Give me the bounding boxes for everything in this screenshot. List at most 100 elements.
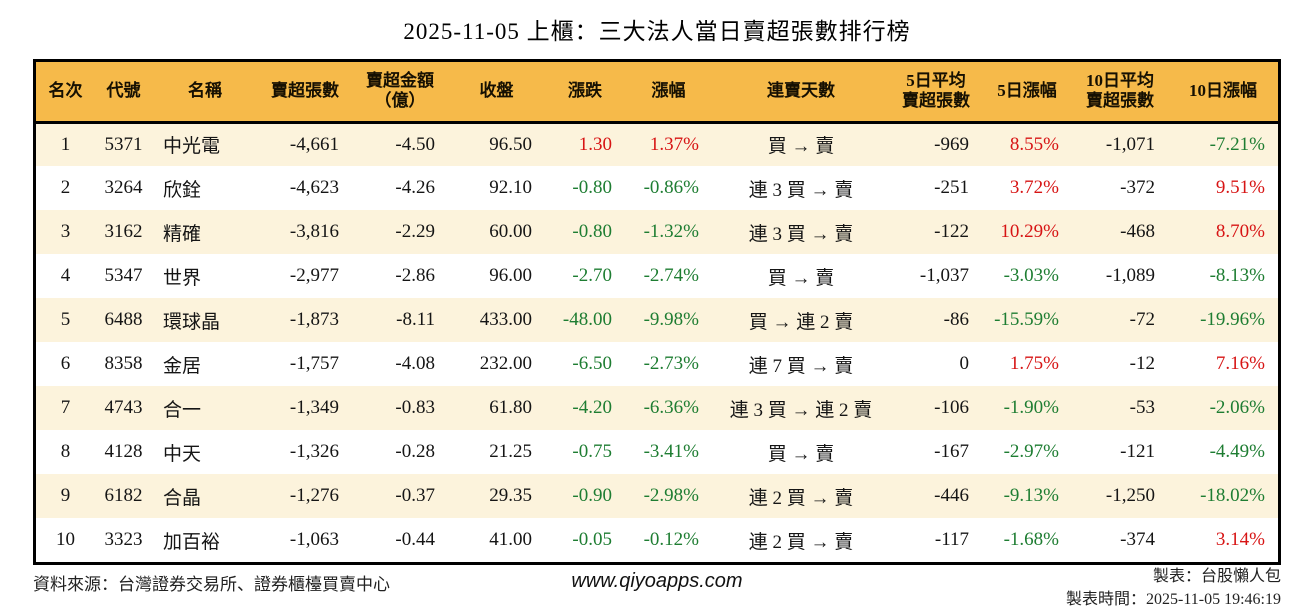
- cell-chg5: 8.55%: [1009, 133, 1059, 155]
- cell-sell_volume: -3,816: [289, 221, 339, 242]
- cell-sell_amount: -8.11: [396, 309, 435, 330]
- cell-sell_amount: -0.37: [395, 485, 435, 506]
- col-header-change: 漲跌: [545, 62, 625, 124]
- cell-code: 4128: [104, 441, 143, 462]
- cell-code: 3162: [104, 221, 143, 242]
- cell-sell_volume: -1,349: [289, 397, 339, 418]
- cell-streak: 連 2 買 → 賣: [748, 487, 854, 509]
- cell-close: 96.50: [489, 133, 532, 155]
- cell-change: -0.80: [572, 177, 612, 198]
- cell-change: -48.00: [562, 309, 612, 330]
- table-row: 9 6182 合晶 -1,276 -0.37 29.35 -0.90 -2.98% 連 2 買 …: [36, 474, 1278, 518]
- cell-close: 60.00: [489, 221, 532, 242]
- cell-chg5: -1.90%: [1003, 397, 1059, 418]
- cell-chg5: -9.13%: [1003, 485, 1059, 506]
- cell-sell_amount: -0.28: [395, 441, 435, 462]
- table-row: 10 3323 加百裕 -1,063 -0.44 41.00 -0.05 -0.12% 連 2 …: [36, 518, 1278, 562]
- cell-chg5: 3.72%: [1009, 177, 1059, 198]
- cell-code: 6182: [104, 485, 143, 506]
- ranking-table: 名次 代號 名稱 賣超張數 賣超金額 （億） 收盤 漲跌 漲幅 連賣天數 5日平均 賣超張數 5日漲…: [36, 62, 1278, 562]
- cell-name: 精確: [163, 223, 202, 245]
- cell-rank: 3: [60, 221, 71, 242]
- cell-sell_amount: -2.29: [395, 221, 435, 242]
- cell-streak: 買 → 連 2 賣: [748, 311, 854, 333]
- cell-sell_volume: -1,873: [289, 309, 339, 330]
- cell-sell_volume: -1,757: [289, 353, 339, 374]
- cell-streak: 連 3 買 → 連 2 賣: [729, 399, 873, 421]
- cell-change_pct: -9.98%: [643, 309, 699, 330]
- table-row: 6 8358 金居 -1,757 -4.08 232.00 -6.50 -2.73% 連 7 買…: [36, 342, 1278, 386]
- cell-change_pct: -0.12%: [643, 529, 699, 550]
- table-row: 2 3264 欣銓 -4,623 -4.26 92.10 -0.80 -0.86% 連 3 買 …: [36, 166, 1278, 210]
- cell-streak: 買 → 賣: [767, 136, 835, 158]
- cell-rank: 10: [56, 529, 75, 550]
- cell-change_pct: -1.32%: [643, 221, 699, 242]
- cell-rank: 8: [60, 441, 71, 462]
- cell-avg5: -117: [934, 529, 969, 550]
- cell-avg10: -72: [1129, 309, 1155, 330]
- cell-change_pct: -2.73%: [643, 353, 699, 374]
- cell-avg5: -106: [934, 397, 969, 418]
- cell-code: 5371: [104, 133, 143, 155]
- cell-change_pct: -6.36%: [643, 397, 699, 418]
- col-header-avg10: 10日平均 賣超張數: [1072, 62, 1168, 124]
- cell-change: -4.20: [572, 397, 612, 418]
- cell-sell_amount: -4.50: [395, 133, 435, 155]
- cell-change: -0.05: [572, 529, 612, 550]
- cell-chg10: -2.06%: [1209, 397, 1265, 418]
- cell-close: 232.00: [479, 353, 532, 374]
- col-header-code: 代號: [95, 62, 152, 124]
- cell-avg5: 0: [959, 353, 970, 374]
- cell-avg10: -53: [1129, 397, 1155, 418]
- cell-change_pct: -2.74%: [643, 265, 699, 286]
- cell-avg5: -251: [934, 177, 969, 198]
- cell-code: 6488: [104, 309, 143, 330]
- cell-change_pct: -0.86%: [643, 177, 699, 198]
- cell-sell_amount: -4.08: [395, 353, 435, 374]
- cell-sell_amount: -4.26: [395, 177, 435, 198]
- header-row: 名次 代號 名稱 賣超張數 賣超金額 （億） 收盤 漲跌 漲幅 連賣天數 5日平均 賣超張數 5日漲…: [36, 62, 1278, 124]
- cell-avg10: -12: [1129, 353, 1155, 374]
- col-header-chg10: 10日漲幅: [1168, 62, 1278, 124]
- cell-avg10: -1,071: [1105, 133, 1155, 155]
- cell-avg5: -1,037: [919, 265, 969, 286]
- cell-name: 加百裕: [163, 531, 221, 553]
- cell-avg10: -374: [1120, 529, 1155, 550]
- cell-chg10: 7.16%: [1215, 353, 1265, 374]
- cell-streak: 連 2 買 → 賣: [748, 531, 854, 553]
- table-row: 5 6488 環球晶 -1,873 -8.11 433.00 -48.00 -9.98% 買 →…: [36, 298, 1278, 342]
- cell-change: -0.75: [572, 441, 612, 462]
- cell-name: 金居: [163, 355, 202, 377]
- cell-avg10: -1,089: [1105, 265, 1155, 286]
- col-header-sell_volume: 賣超張數: [258, 62, 352, 124]
- cell-chg10: 9.51%: [1215, 177, 1265, 198]
- cell-sell_volume: -1,276: [289, 485, 339, 506]
- col-header-change_pct: 漲幅: [625, 62, 712, 124]
- cell-rank: 9: [60, 485, 71, 506]
- cell-change: -2.70: [572, 265, 612, 286]
- cell-chg10: -7.21%: [1209, 133, 1265, 155]
- table-row: 3 3162 精確 -3,816 -2.29 60.00 -0.80 -1.32% 連 3 買 …: [36, 210, 1278, 254]
- cell-change: -0.80: [572, 221, 612, 242]
- credit-author: 製表：台股懶人包: [1152, 568, 1281, 585]
- cell-code: 5347: [104, 265, 143, 286]
- cell-chg5: 10.29%: [1000, 221, 1059, 242]
- cell-sell_volume: -4,623: [289, 177, 339, 198]
- col-header-streak: 連賣天數: [712, 62, 890, 124]
- cell-rank: 2: [60, 177, 71, 198]
- cell-close: 433.00: [479, 309, 532, 330]
- cell-rank: 4: [60, 265, 71, 286]
- cell-close: 96.00: [489, 265, 532, 286]
- cell-chg10: 3.14%: [1215, 529, 1265, 550]
- cell-code: 3264: [104, 177, 143, 198]
- cell-name: 世界: [163, 267, 202, 289]
- cell-avg10: -468: [1120, 221, 1155, 242]
- cell-chg10: 8.70%: [1215, 221, 1265, 242]
- cell-close: 21.25: [489, 441, 532, 462]
- cell-change: -6.50: [572, 353, 612, 374]
- credit-block: 製表：台股懶人包 製表時間：2025-11-05 19:46:19: [1066, 565, 1281, 611]
- cell-close: 61.80: [489, 397, 532, 418]
- cell-rank: 6: [60, 353, 71, 374]
- cell-chg10: -4.49%: [1209, 441, 1265, 462]
- ranking-table-body: 1 5371 中光電 -4,661 -4.50 96.50 1.30 1.37% 買 → 賣 -9…: [36, 122, 1278, 562]
